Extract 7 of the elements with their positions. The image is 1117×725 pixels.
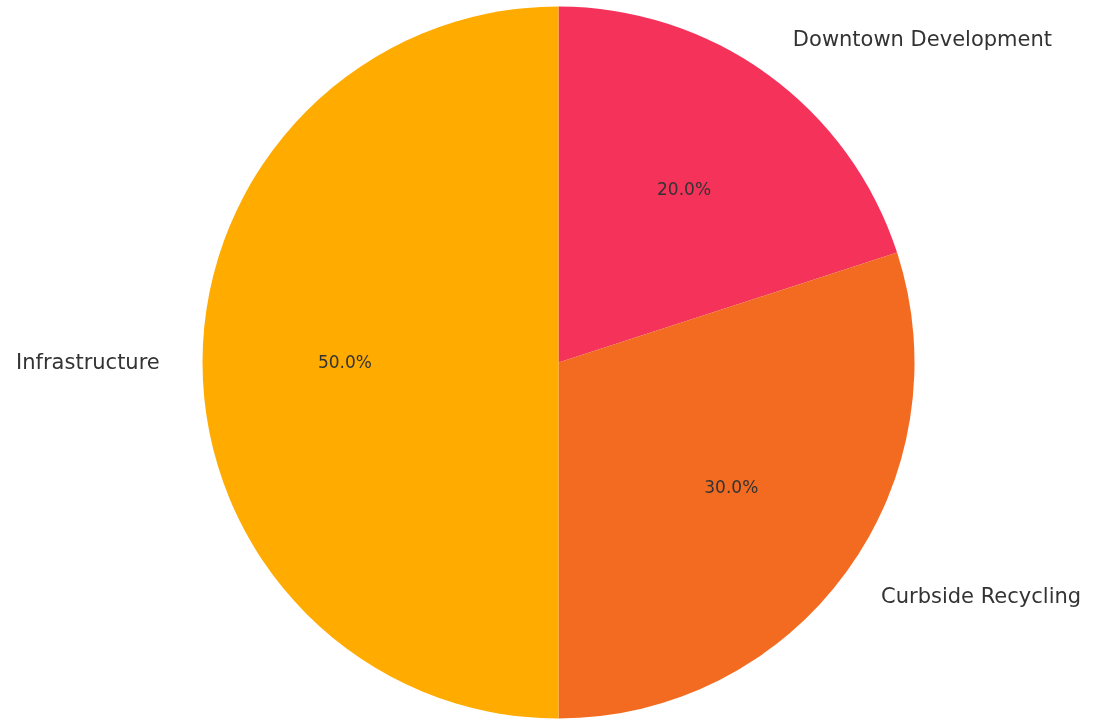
slice-label: Curbside Recycling [881, 583, 1082, 608]
data-label: 20.0% [657, 178, 712, 199]
slice-label: Infrastructure [16, 349, 160, 374]
data-label: 50.0% [317, 351, 372, 372]
slice-label: Downtown Development [792, 26, 1052, 51]
pie-slice [203, 6, 559, 719]
data-label: 30.0% [704, 477, 759, 498]
